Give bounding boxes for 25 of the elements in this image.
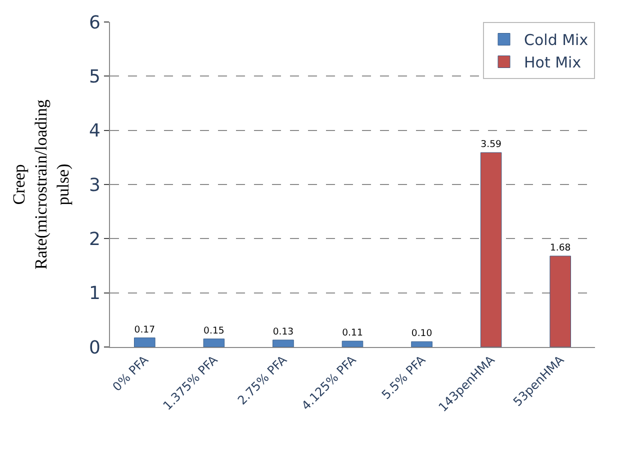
- bar: [480, 152, 502, 347]
- y-tick-label: 2: [88, 228, 100, 250]
- y-tick-label: 3: [88, 174, 100, 196]
- y-axis-title: Creep Rate(microstrain/loading pulse): [9, 99, 72, 270]
- y-tick-label: 0: [88, 337, 100, 358]
- data-label: 0.17: [134, 324, 156, 336]
- legend-label: Cold Mix: [524, 31, 588, 50]
- bar: [411, 341, 432, 347]
- x-tick-label: 0% PFA: [110, 352, 152, 394]
- y-tick-label: 1: [88, 283, 100, 304]
- data-label: 0.15: [204, 325, 224, 336]
- data-label: 0.13: [272, 326, 294, 338]
- bar: [203, 338, 225, 347]
- legend-label: Hot Mix: [524, 54, 582, 72]
- data-label: 0.11: [342, 328, 363, 339]
- y-tick-label: 6: [88, 12, 100, 34]
- data-label: 0.10: [411, 328, 432, 340]
- y-tick-label: 5: [88, 66, 100, 88]
- bar: [134, 338, 156, 347]
- bar: [272, 340, 294, 347]
- bar: [342, 340, 364, 347]
- data-label: 3.59: [480, 139, 502, 150]
- bar: [550, 256, 571, 347]
- y-tick-label: 4: [88, 120, 100, 142]
- data-label: 1.68: [550, 242, 571, 254]
